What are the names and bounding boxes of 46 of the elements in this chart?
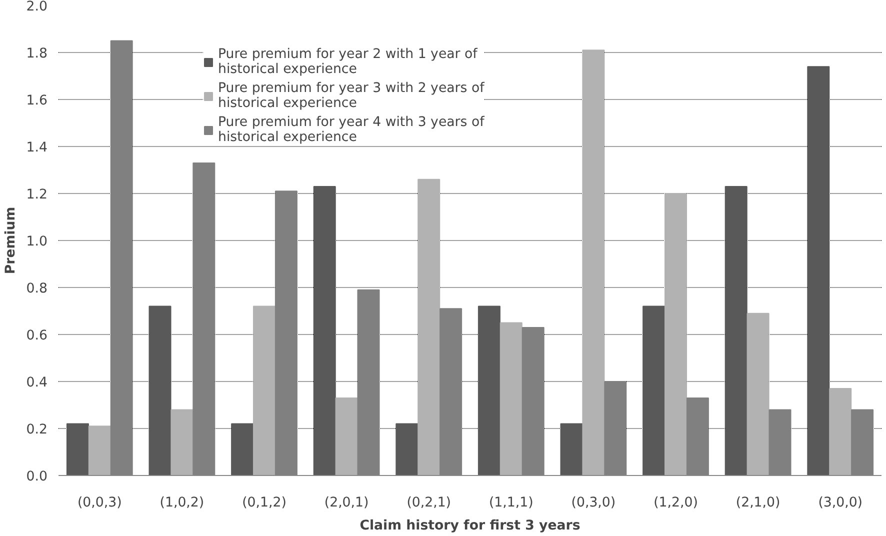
bar [335,397,358,476]
bar [396,423,418,476]
x-tick-label: (1,0,2) [160,496,204,510]
x-tick-label: (0,0,3) [77,496,122,510]
y-tick-label: 0.6 [26,328,48,344]
bar [252,306,276,476]
bar [829,388,852,476]
bar [418,178,440,476]
bar [500,322,522,476]
bar [66,423,89,476]
bar [478,306,500,476]
y-tick-label: 1.0 [26,234,48,250]
x-tick-label: (0,1,2) [242,496,286,510]
bar [664,193,688,476]
bar [170,409,194,476]
legend-label: Pure premium for year 3 with 2 years of historical experience [218,81,484,111]
x-tick-label: (1,1,1) [488,496,534,510]
y-tick-label: 1.4 [26,140,48,156]
y-tick-label: 0.0 [26,470,48,484]
bar [807,66,830,476]
bar [560,423,583,476]
bar [88,426,111,476]
x-tick-label: (2,1,0) [736,496,780,510]
y-axis-title: Premium [3,206,18,274]
legend-label: Pure premium for year 4 with 3 years of historical experience [218,115,484,145]
x-tick-label: (1,2,0) [654,496,698,510]
y-tick-label: 0.8 [26,282,48,296]
x-tick-label: (0,3,0) [571,496,616,510]
y-tick-label: 0.2 [26,422,48,438]
y-tick-label: 1.8 [26,46,48,62]
y-tick-label: 1.6 [26,94,48,108]
bar [582,50,605,476]
y-tick-label: 2.0 [26,0,48,14]
bar [642,306,666,476]
bar [148,306,172,476]
bar [231,423,254,476]
bar [313,186,336,476]
x-tick-label: (2,0,1) [324,496,369,510]
x-tick-label: (0,2,1) [406,496,452,510]
bar [746,312,770,476]
y-tick-label: 0.4 [26,376,48,390]
x-axis-title: Claim history for first 3 years [360,518,580,534]
y-tick-label: 1.2 [26,188,48,202]
x-tick-label: (3,0,0) [818,496,863,510]
bar [724,186,748,476]
legend-label: Pure premium for year 2 with 1 year of historical experience [218,47,478,77]
